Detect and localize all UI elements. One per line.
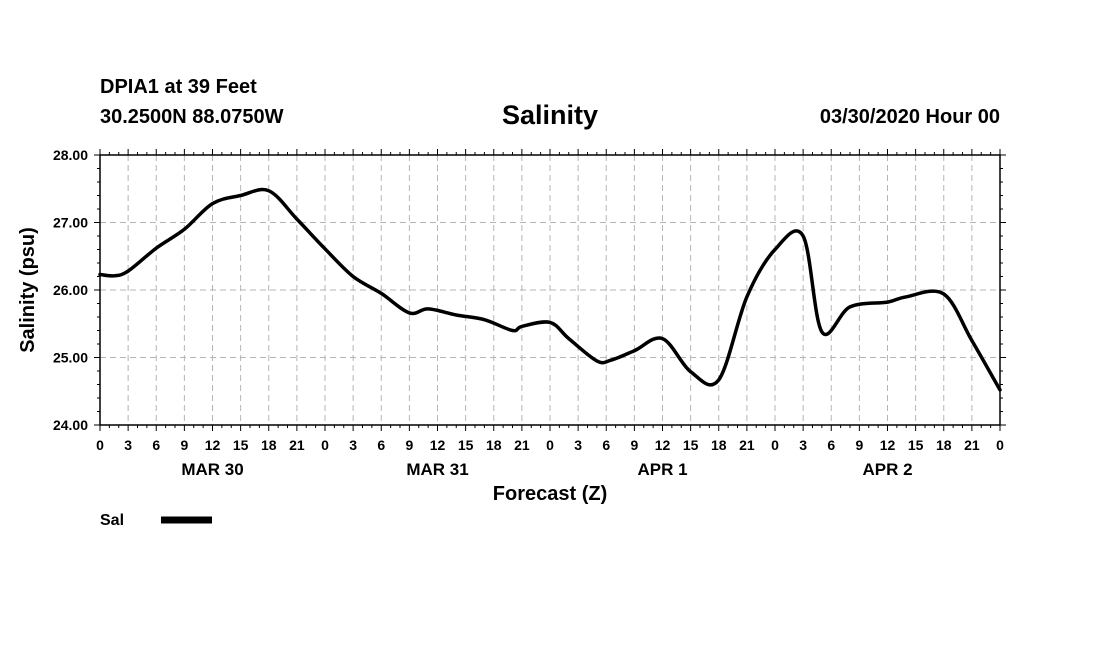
y-tick-label: 24.00 xyxy=(53,417,88,433)
x-tick-label: 15 xyxy=(458,437,474,453)
legend-label: Sal xyxy=(100,512,124,529)
x-tick-label: 0 xyxy=(996,437,1004,453)
x-tick-label: 21 xyxy=(739,437,755,453)
day-label: MAR 31 xyxy=(406,460,468,479)
x-tick-label: 15 xyxy=(908,437,924,453)
y-tick-label: 26.00 xyxy=(53,282,88,298)
x-tick-label: 15 xyxy=(233,437,249,453)
x-tick-label: 6 xyxy=(827,437,835,453)
y-tick-label: 28.00 xyxy=(53,147,88,163)
x-tick-label: 9 xyxy=(630,437,638,453)
y-axis-title: Salinity (psu) xyxy=(17,227,39,353)
series-layer xyxy=(98,187,1002,392)
x-tick-label: 3 xyxy=(799,437,807,453)
grid xyxy=(100,155,1000,425)
station-coordinates: 30.2500N 88.0750W xyxy=(100,106,284,128)
day-label: MAR 30 xyxy=(181,460,243,479)
day-label: APR 2 xyxy=(862,460,912,479)
x-tick-label: 21 xyxy=(289,437,305,453)
y-tick-label: 25.00 xyxy=(53,350,88,366)
y-tick-label: 27.00 xyxy=(53,215,88,231)
x-tick-label: 3 xyxy=(124,437,132,453)
x-tick-label: 9 xyxy=(405,437,413,453)
x-tick-label: 9 xyxy=(855,437,863,453)
x-tick-label: 18 xyxy=(711,437,727,453)
x-tick-label: 12 xyxy=(205,437,221,453)
chart-title: Salinity xyxy=(501,100,599,130)
x-tick-label: 0 xyxy=(96,437,104,453)
x-tick-label: 18 xyxy=(261,437,277,453)
x-tick-label: 3 xyxy=(349,437,357,453)
x-tick-label: 12 xyxy=(880,437,896,453)
x-tick-label: 6 xyxy=(152,437,160,453)
x-axis-title: Forecast (Z) xyxy=(493,483,607,505)
x-tick-label: 21 xyxy=(964,437,980,453)
axis-labels: 24.00 25.00 26.00 27.00 28.00 0 3 6 9 12 15 18 21 0 3 6… xyxy=(53,147,1004,479)
x-tick-label: 15 xyxy=(683,437,699,453)
x-tick-label: 12 xyxy=(655,437,671,453)
forecast-run-time: 03/30/2020 Hour 00 xyxy=(819,106,1000,128)
x-tick-label: 0 xyxy=(546,437,554,453)
x-tick-label: 0 xyxy=(321,437,329,453)
x-tick-label: 21 xyxy=(514,437,530,453)
x-tick-label: 6 xyxy=(602,437,610,453)
x-tick-label: 9 xyxy=(180,437,188,453)
x-tick-label: 0 xyxy=(771,437,779,453)
x-tick-label: 6 xyxy=(377,437,385,453)
legend: Sal xyxy=(100,512,212,529)
x-tick-label: 18 xyxy=(936,437,952,453)
day-label: APR 1 xyxy=(637,460,687,479)
x-tick-label: 12 xyxy=(430,437,446,453)
plot-frame xyxy=(99,154,1001,426)
x-tick-label: 18 xyxy=(486,437,502,453)
series-line-sal xyxy=(98,187,1002,392)
station-label: DPIA1 at 39 Feet xyxy=(100,76,257,98)
x-tick-label: 3 xyxy=(574,437,582,453)
